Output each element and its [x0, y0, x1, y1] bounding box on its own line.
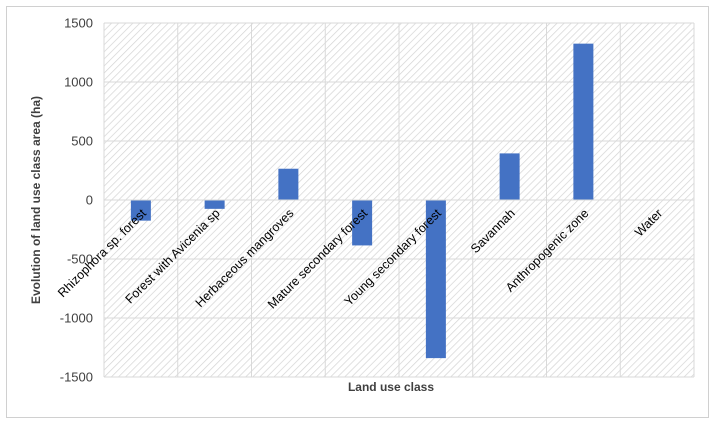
y-tick-label: 0	[86, 193, 93, 208]
y-tick-label: 1000	[64, 75, 93, 90]
y-tick-label: 500	[71, 134, 93, 149]
bar	[573, 43, 594, 201]
bar	[204, 200, 225, 209]
bar	[130, 200, 151, 221]
bar	[425, 200, 446, 359]
y-tick-label: 1500	[64, 16, 93, 31]
bar	[499, 153, 520, 200]
y-tick-label: -1000	[60, 311, 93, 326]
y-tick-labels: 1500 1000 500 0 -500 -1000 -1500	[60, 16, 93, 385]
y-tick-label: -500	[67, 252, 93, 267]
y-axis-title: Evolution of land use class area (ha)	[29, 96, 43, 304]
y-tick-label: -1500	[60, 370, 93, 385]
x-axis-title: Land use class	[348, 380, 434, 394]
chart-frame: 1500 1000 500 0 -500 -1000 -1500 Rhizophora sp…	[6, 6, 709, 418]
bars	[130, 43, 594, 359]
bar	[278, 168, 299, 200]
bar	[352, 200, 373, 246]
